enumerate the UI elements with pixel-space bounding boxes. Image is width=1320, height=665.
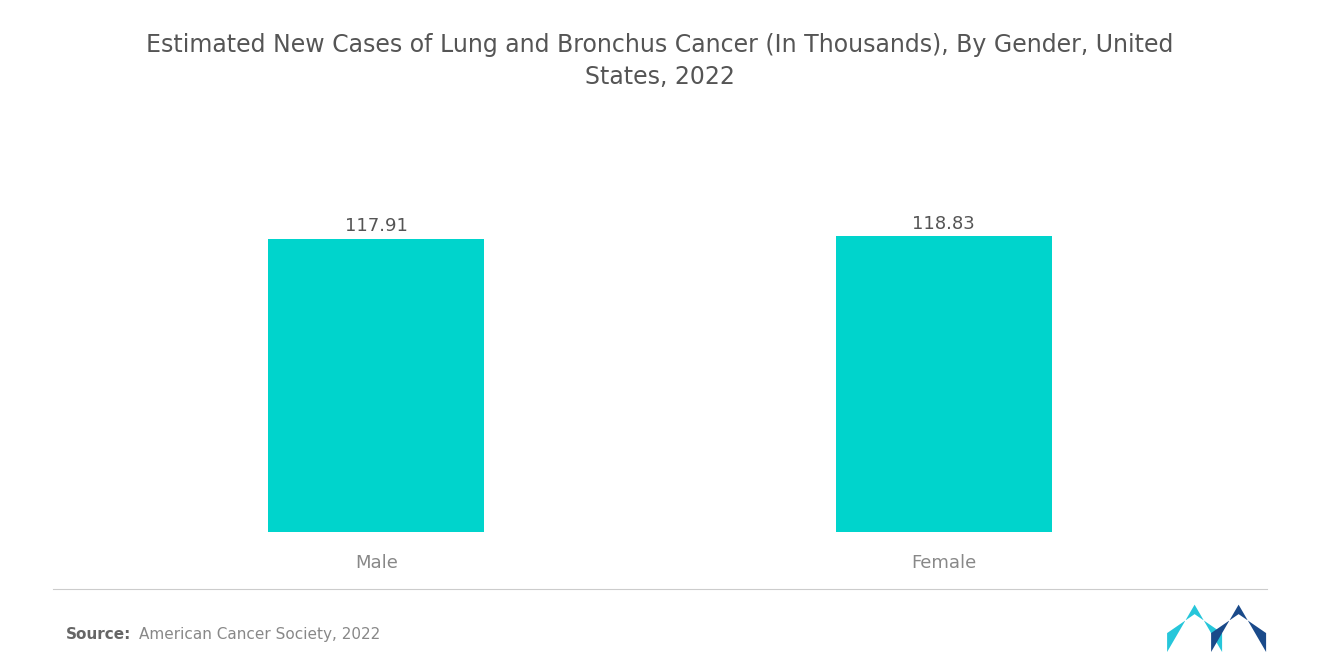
Bar bbox=[836, 236, 1052, 532]
Polygon shape bbox=[1212, 604, 1266, 652]
Text: American Cancer Society, 2022: American Cancer Society, 2022 bbox=[139, 626, 380, 642]
Bar bbox=[268, 239, 484, 532]
Text: 117.91: 117.91 bbox=[345, 217, 408, 235]
Text: 118.83: 118.83 bbox=[912, 215, 975, 233]
Polygon shape bbox=[1167, 604, 1222, 652]
Text: Estimated New Cases of Lung and Bronchus Cancer (In Thousands), By Gender, Unite: Estimated New Cases of Lung and Bronchus… bbox=[147, 33, 1173, 89]
Text: Source:: Source: bbox=[66, 626, 132, 642]
